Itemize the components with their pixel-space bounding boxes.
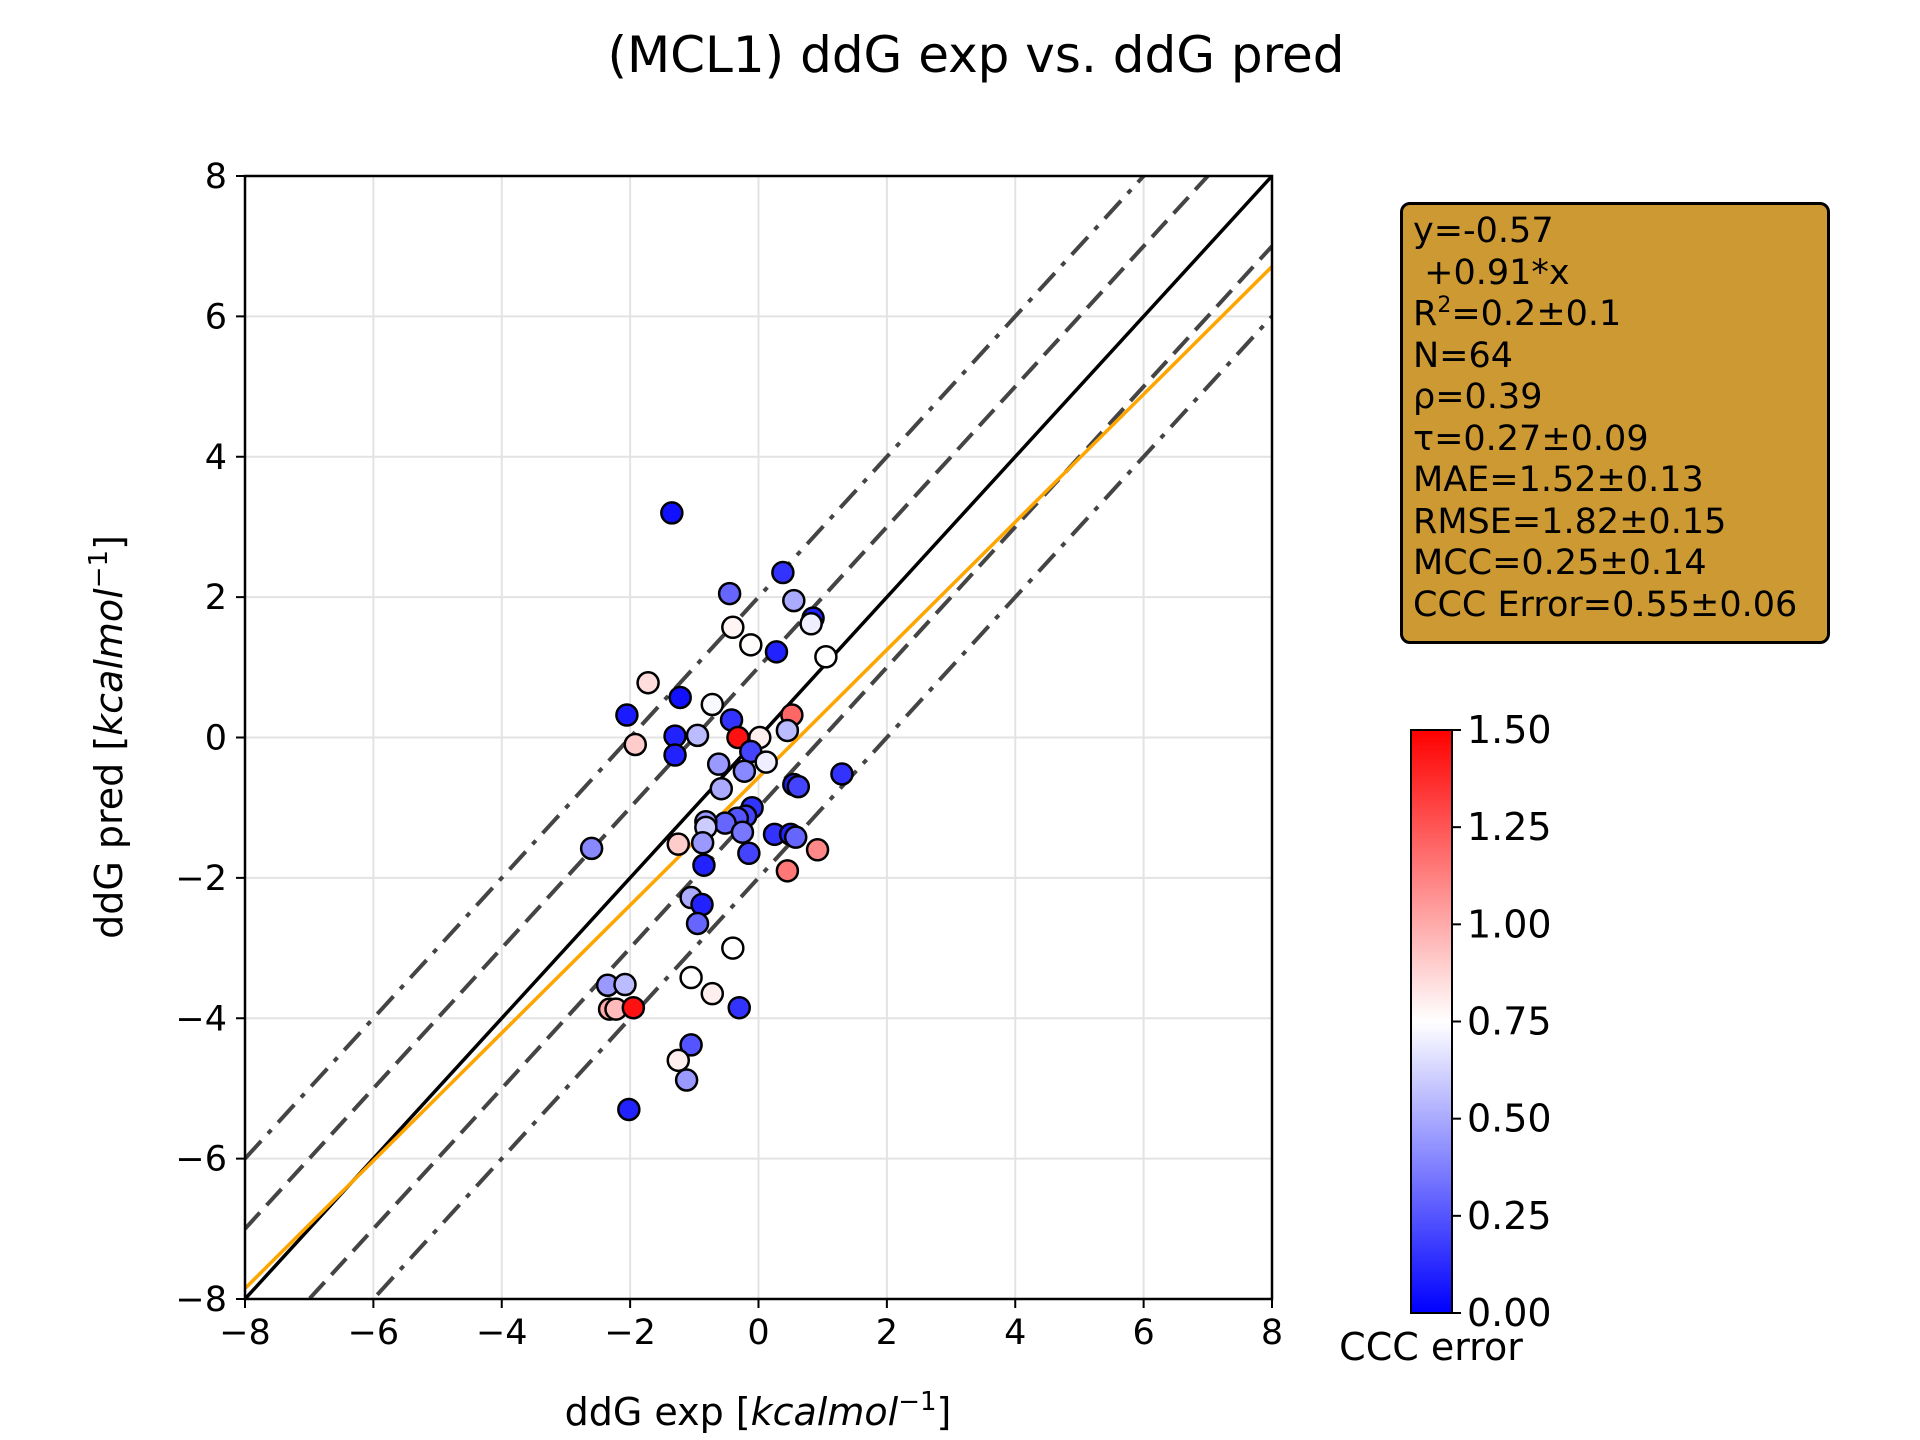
data-point-23 — [663, 743, 687, 767]
stat-n: N=64 — [1413, 335, 1514, 376]
ref-line-offset-4 — [370, 315, 1272, 1299]
colorbar — [1410, 729, 1453, 1314]
data-point-49 — [690, 892, 714, 917]
stat-mae: MAE=1.52±0.13 — [1413, 460, 1704, 500]
y-tick-label-3: −2 — [175, 859, 227, 899]
data-point-47 — [775, 859, 800, 883]
y-tick-label-8: 8 — [205, 157, 227, 197]
data-point-26 — [732, 759, 757, 783]
data-point-5 — [799, 612, 823, 636]
data-point-50 — [685, 911, 710, 936]
colorbar-ticks: 0.00 0.25 0.50 0.75 1.00 1.25 1.50 — [1452, 708, 1552, 1335]
stats-box: y=-0.57 +0.91*x R2=0.2±0.1 N=64 ρ=0.39 τ… — [1400, 202, 1830, 644]
colorbar-tick-label-4: 1.00 — [1467, 902, 1552, 946]
data-point-25 — [754, 750, 778, 774]
data-point-40 — [783, 825, 808, 849]
colorbar-tick-label-2: 0.50 — [1467, 1097, 1552, 1141]
stat-r-squared: R2=0.2±0.1 — [1413, 293, 1622, 334]
data-point-55 — [613, 972, 637, 997]
y-axis-label: ddG pred [kcalmol−1] — [84, 535, 131, 939]
data-point-9 — [814, 645, 838, 669]
data-point-58 — [621, 995, 646, 1020]
data-point-30 — [709, 776, 734, 801]
y-tick-label-7: 6 — [205, 297, 227, 337]
ref-line-offset-2 — [306, 244, 1272, 1299]
data-point-61 — [666, 1048, 691, 1073]
data-point-37 — [730, 820, 755, 845]
colorbar-tick-label-6: 1.50 — [1467, 708, 1552, 752]
data-point-29 — [786, 774, 811, 799]
data-point-52 — [679, 965, 703, 990]
x-tick-label-5: 2 — [876, 1313, 898, 1353]
stat-ccc-error: CCC Error=0.55±0.06 — [1413, 584, 1798, 625]
colorbar-tick-label-1: 0.25 — [1467, 1194, 1552, 1238]
data-point-13 — [615, 703, 639, 727]
ref-line-fit-5 — [245, 265, 1272, 1290]
data-point-59 — [727, 995, 751, 1020]
y-tick-label-6: 4 — [205, 438, 227, 478]
data-point-24 — [706, 752, 731, 776]
y-tick-label-4: 0 — [205, 719, 227, 759]
data-point-51 — [721, 936, 745, 960]
y-tick-label-0: −8 — [175, 1280, 227, 1320]
y-tick-label-2: −4 — [175, 999, 227, 1039]
chart-title: (MCL1) ddG exp vs. ddG pred — [607, 26, 1344, 84]
x-tick-label-8: 8 — [1261, 1313, 1283, 1353]
x-tick-label-4: 0 — [747, 1313, 769, 1353]
x-axis-label: ddG exp [kcalmol−1] — [565, 1387, 952, 1434]
data-point-46 — [692, 853, 716, 877]
colorbar-label: CCC error — [1339, 1325, 1523, 1369]
x-tick-label-3: −2 — [604, 1313, 656, 1353]
ref-line-offset-3 — [245, 176, 1147, 1160]
data-point-12 — [700, 692, 725, 717]
y-tick-label-1: −6 — [175, 1140, 227, 1180]
data-point-41 — [690, 831, 715, 855]
data-point-42 — [666, 832, 691, 856]
data-point-11 — [668, 685, 692, 710]
x-axis: −8 −6 −4 −2 0 2 4 6 8 — [219, 1299, 1283, 1353]
colorbar-tick-label-3: 0.75 — [1467, 1000, 1552, 1044]
data-point-2 — [717, 581, 742, 606]
data-point-21 — [623, 732, 648, 757]
x-tick-label-1: −6 — [348, 1313, 400, 1353]
data-point-7 — [739, 633, 763, 657]
stat-fit-intercept: y=-0.57 — [1413, 211, 1554, 251]
data-point-62 — [674, 1068, 699, 1092]
x-tick-label-0: −8 — [219, 1313, 271, 1353]
stat-tau: τ=0.27±0.09 — [1413, 418, 1649, 459]
data-point-0 — [660, 501, 684, 525]
stat-rho: ρ=0.39 — [1413, 377, 1543, 417]
x-tick-label-7: 6 — [1132, 1313, 1154, 1353]
data-point-27 — [830, 762, 854, 786]
data-point-43 — [737, 841, 761, 866]
x-tick-label-2: −4 — [476, 1313, 528, 1353]
stat-rmse: RMSE=1.82±0.15 — [1413, 501, 1727, 542]
y-axis: −8 −6 −4 −2 0 2 4 6 8 — [175, 157, 245, 1320]
data-point-16 — [775, 718, 800, 743]
data-point-18 — [685, 723, 710, 748]
stat-mcc: MCC=0.25±0.14 — [1413, 543, 1707, 583]
data-point-10 — [636, 671, 660, 695]
data-point-3 — [782, 588, 806, 613]
data-points — [579, 501, 854, 1122]
stat-fit-slope: +0.91*x — [1413, 252, 1570, 293]
data-point-60 — [679, 1033, 703, 1057]
y-tick-label-5: 2 — [205, 578, 227, 618]
data-point-6 — [721, 615, 745, 640]
ref-line-offset-1 — [245, 176, 1211, 1231]
data-point-1 — [771, 560, 795, 585]
data-point-53 — [700, 981, 725, 1006]
colorbar-tick-label-5: 1.25 — [1467, 805, 1552, 849]
data-point-63 — [617, 1097, 641, 1122]
colorbar-tick-label-0: 0.00 — [1467, 1291, 1552, 1335]
data-point-8 — [764, 640, 789, 664]
data-point-45 — [579, 836, 604, 861]
x-tick-label-6: 4 — [1004, 1313, 1026, 1353]
data-point-44 — [805, 838, 830, 862]
